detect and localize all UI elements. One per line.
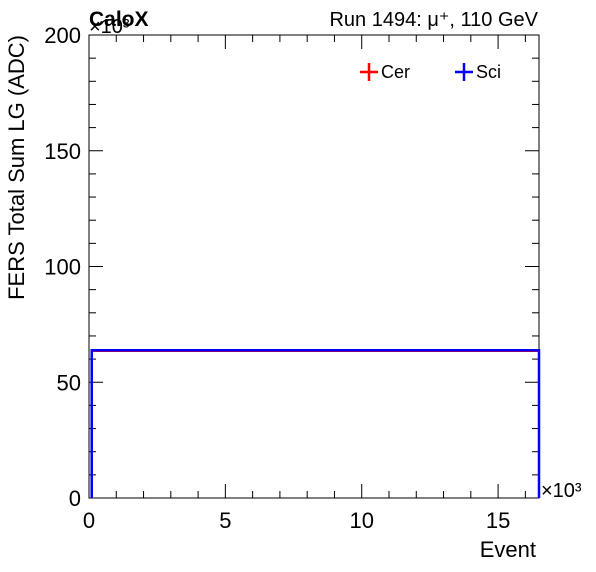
series-line-sci xyxy=(90,349,541,498)
y-tick-label-0: 0 xyxy=(69,486,81,511)
legend-entry-cer: Cer xyxy=(360,62,410,82)
x-axis-title: Event xyxy=(480,537,536,562)
x-tick-label-5: 5 xyxy=(219,508,231,533)
y-axis-title: FERS Total Sum LG (ADC) xyxy=(4,35,29,300)
x-tick-label-10: 10 xyxy=(349,508,373,533)
axis-ticks xyxy=(88,34,539,499)
y-tick-label-50: 50 xyxy=(57,370,81,395)
run-info-label: Run 1494: μ⁺, 110 GeV xyxy=(329,9,538,31)
experiment-label: CaloX xyxy=(89,8,149,31)
series-layer xyxy=(90,349,541,498)
legend-entry-sci: Sci xyxy=(455,62,501,82)
y-axis-multiplier: ×10³ xyxy=(89,16,130,38)
x-tick-label-0: 0 xyxy=(83,508,95,533)
y-tick-labels: 0 50 100 150 200 xyxy=(44,23,81,511)
legend-label-cer: Cer xyxy=(381,62,410,82)
legend-label-sci: Sci xyxy=(476,62,501,82)
x-tick-label-15: 15 xyxy=(486,508,510,533)
legend: Cer Sci xyxy=(360,62,501,82)
y-tick-label-100: 100 xyxy=(44,255,81,280)
x-axis-multiplier: ×10³ xyxy=(541,480,582,502)
y-tick-label-200: 200 xyxy=(44,23,81,48)
x-tick-labels: 0 5 10 15 xyxy=(83,508,510,533)
y-tick-label-150: 150 xyxy=(44,139,81,164)
